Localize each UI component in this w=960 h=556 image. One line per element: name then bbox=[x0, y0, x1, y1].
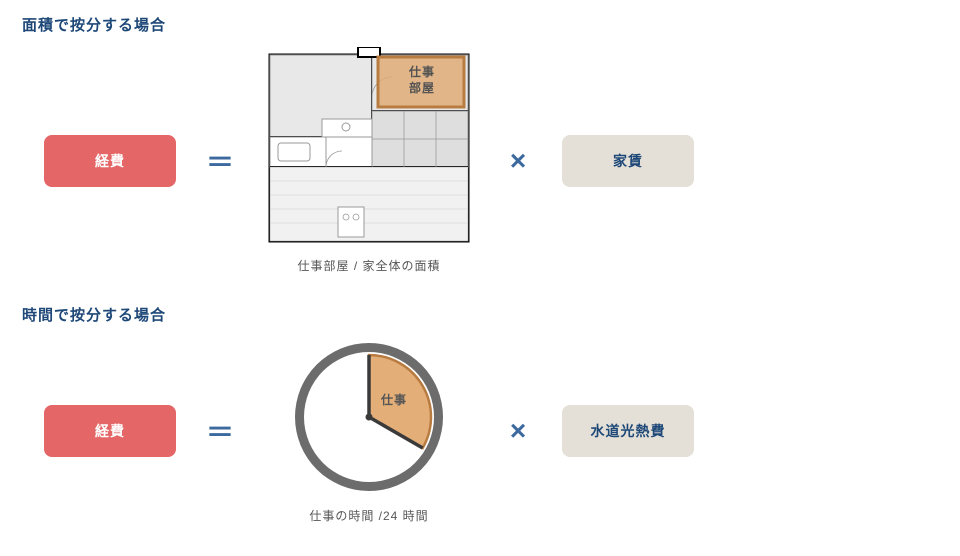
badge-expense-time-label: 経費 bbox=[95, 421, 125, 441]
clock-slice-label: 仕事 bbox=[381, 391, 407, 408]
badge-utilities: 水道光熱費 bbox=[562, 405, 694, 457]
badge-rent-label: 家賃 bbox=[613, 151, 643, 171]
operator-times-area: × bbox=[504, 145, 532, 177]
clock-group: 仕事 仕事の時間 /24 時間 bbox=[264, 337, 474, 524]
formula-area: 経費 ＝ bbox=[22, 47, 938, 274]
badge-expense-area: 経費 bbox=[44, 135, 176, 187]
formula-time: 経費 ＝ 仕事 仕事の時間 /24 時間 × bbox=[22, 337, 938, 524]
badge-expense-time: 経費 bbox=[44, 405, 176, 457]
section-time-title: 時間で按分する場合 bbox=[22, 304, 938, 325]
clock-diagram: 仕事 bbox=[289, 337, 449, 497]
operator-equals-time: ＝ bbox=[206, 411, 234, 451]
badge-expense-area-label: 経費 bbox=[95, 151, 125, 171]
floorplan-caption: 仕事部屋 / 家全体の面積 bbox=[297, 257, 440, 274]
section-area-title: 面積で按分する場合 bbox=[22, 14, 938, 35]
badge-utilities-label: 水道光熱費 bbox=[591, 421, 666, 441]
floorplan-diagram: 仕事 部屋 bbox=[264, 47, 474, 247]
clock-caption: 仕事の時間 /24 時間 bbox=[309, 507, 428, 524]
section-area: 面積で按分する場合 経費 ＝ bbox=[22, 14, 938, 274]
badge-rent: 家賃 bbox=[562, 135, 694, 187]
operator-times-time: × bbox=[504, 415, 532, 447]
room-highlight-label: 仕事 部屋 bbox=[392, 65, 452, 96]
section-time: 時間で按分する場合 経費 ＝ 仕事 仕事の時間 bbox=[22, 304, 938, 524]
operator-equals-area: ＝ bbox=[206, 141, 234, 181]
floorplan-group: 仕事 部屋 仕事部屋 / 家全体の面積 bbox=[264, 47, 474, 274]
